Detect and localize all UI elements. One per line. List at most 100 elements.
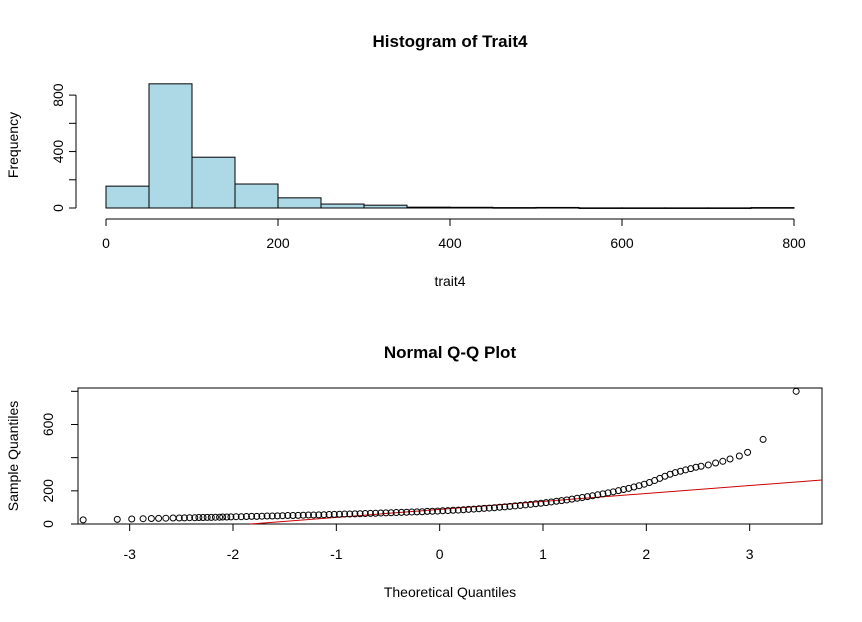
qq-point-38	[320, 511, 328, 519]
qq-x-axis: -3 -2 -1 0 1 2 3	[123, 524, 754, 562]
qq-point-62	[444, 507, 452, 515]
qq-point-85	[563, 496, 571, 504]
qq-point-111	[697, 462, 705, 470]
qq-point-54	[403, 508, 411, 516]
qq-x-tick-label-3: 0	[436, 546, 444, 562]
histogram-panel: Histogram of Trait4 0 200 400 600 800 0 400 80…	[5, 32, 806, 289]
histogram-bar-7	[406, 206, 451, 209]
qq-point-117	[744, 448, 752, 456]
histogram-y-tick-label-2: 800	[50, 83, 66, 107]
qq-point-43	[346, 510, 354, 518]
qq-point-22	[237, 513, 245, 521]
qq-y-tick-label-2: 600	[40, 413, 56, 437]
qq-point-53	[397, 508, 405, 516]
qq-point-37	[315, 511, 323, 519]
histogram-y-tick-label-0: 0	[50, 204, 66, 212]
qq-point-49	[377, 509, 385, 517]
qq-point-34	[299, 511, 307, 519]
qq-point-52	[392, 509, 400, 517]
qq-point-89	[583, 493, 591, 501]
qq-point-96	[620, 486, 628, 494]
qq-point-28	[268, 512, 276, 520]
histogram-x-tick-label-3: 600	[610, 235, 634, 251]
histogram-y-label: Frequency	[5, 112, 21, 178]
qq-y-tick-label-0: 0	[40, 520, 56, 528]
qq-point-70	[485, 504, 493, 512]
qq-point-50	[382, 509, 390, 517]
qq-point-66	[465, 505, 473, 513]
qq-x-tick-label-5: 2	[642, 546, 650, 562]
histogram-bar-15	[750, 207, 795, 209]
qq-title: Normal Q-Q Plot	[384, 343, 517, 362]
qq-point-3	[139, 515, 147, 523]
qq-point-112	[704, 461, 712, 469]
qq-x-tick-label-1: -2	[227, 546, 240, 562]
qq-x-tick-label-2: -1	[330, 546, 343, 562]
histogram-x-tick-label-0: 0	[102, 235, 110, 251]
qq-point-59	[428, 507, 436, 515]
qq-point-4	[147, 515, 155, 523]
qq-point-68	[475, 505, 483, 513]
qq-y-label: Sample Quantiles	[5, 401, 21, 512]
qq-point-12	[195, 514, 203, 522]
histogram-bar-2	[191, 156, 236, 209]
qq-point-61	[439, 507, 447, 515]
qq-point-114	[719, 457, 727, 465]
qq-point-90	[589, 492, 597, 500]
qq-point-44	[351, 510, 359, 518]
qq-point-31	[284, 512, 292, 520]
histogram-bar-0	[105, 185, 150, 209]
qq-point-33	[294, 511, 302, 519]
qq-point-73	[501, 503, 509, 511]
qq-point-88	[578, 493, 586, 501]
qq-point-91	[594, 491, 602, 499]
qq-y-axis: 0 200 600	[40, 390, 78, 528]
qq-point-11	[191, 514, 199, 522]
qq-point-74	[506, 502, 514, 510]
qq-point-41	[335, 510, 343, 518]
histogram-x-tick-label-2: 400	[438, 235, 462, 251]
qq-point-36	[310, 511, 318, 519]
qq-point-107	[676, 467, 684, 475]
qq-point-2	[128, 515, 136, 523]
histogram-bar-1	[148, 83, 193, 209]
qq-point-29	[273, 512, 281, 520]
qq-points	[79, 387, 800, 524]
qq-point-24	[248, 512, 256, 520]
qq-point-113	[712, 459, 720, 467]
histogram-bar-11	[578, 207, 623, 209]
qq-point-39	[325, 511, 333, 519]
qq-x-tick-label-4: 1	[539, 546, 547, 562]
qq-point-26	[258, 512, 266, 520]
histogram-bar-5	[320, 203, 365, 209]
qq-point-60	[434, 507, 442, 515]
qq-point-119	[792, 387, 800, 395]
qq-point-58	[423, 507, 431, 515]
qq-point-19	[223, 513, 231, 521]
qq-x-label: Theoretical Quantiles	[384, 584, 516, 600]
histogram-bar-10	[535, 206, 580, 209]
qq-point-27	[263, 512, 271, 520]
qq-point-84	[558, 497, 566, 505]
histogram-bar-12	[621, 207, 666, 209]
qq-point-79	[532, 500, 540, 508]
qq-point-115	[726, 455, 734, 463]
qq-point-9	[180, 514, 188, 522]
histogram-x-tick-label-4: 800	[782, 235, 806, 251]
qq-point-10	[186, 514, 194, 522]
histogram-y-axis: 0 400 800	[50, 83, 77, 212]
histogram-bar-3	[234, 183, 279, 209]
qq-point-51	[387, 509, 395, 517]
qq-y-tick-label-1: 200	[40, 479, 56, 503]
qq-plot-box	[77, 387, 823, 525]
qq-point-71	[490, 504, 498, 512]
qq-point-108	[682, 466, 690, 474]
qq-point-42	[341, 510, 349, 518]
qq-point-23	[242, 513, 250, 521]
qq-point-93	[604, 489, 612, 497]
qq-point-72	[496, 503, 504, 511]
qq-point-118	[759, 435, 767, 443]
histogram-x-tick-label-1: 200	[266, 235, 290, 251]
qq-point-5	[155, 514, 163, 522]
